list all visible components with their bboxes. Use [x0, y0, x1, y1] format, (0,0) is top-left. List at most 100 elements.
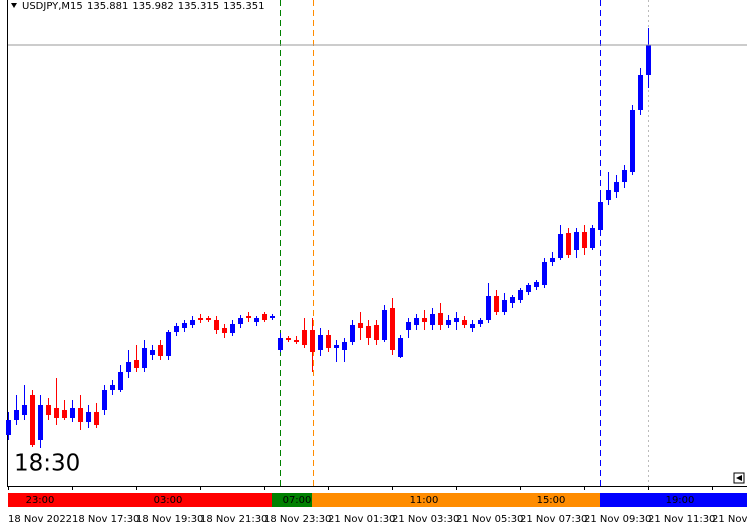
candle-body: [646, 45, 651, 75]
candle-body: [566, 233, 571, 255]
session-segment: [8, 493, 272, 507]
candle-body: [150, 350, 155, 355]
ohlc-readout: 135.881 135.982 135.315 135.351: [87, 1, 264, 12]
candle-body: [350, 325, 355, 342]
candle-body: [246, 316, 251, 318]
candle-body: [454, 318, 459, 322]
candle-body: [326, 335, 331, 348]
session-label: 19:00: [666, 495, 695, 506]
candle-body: [390, 308, 395, 350]
candle-body: [166, 332, 171, 356]
candle-body: [30, 395, 35, 445]
candle-body: [286, 338, 291, 340]
candle-body: [86, 412, 91, 422]
x-tick-label: 21 Nov 11:30: [648, 514, 715, 525]
candle-body: [294, 340, 299, 342]
candle-body: [334, 345, 339, 348]
candle-body: [6, 420, 11, 435]
x-tick-label: 21 Nov 01:30: [328, 514, 395, 525]
session-segment: [272, 493, 312, 507]
ohlc-value: 135.982: [132, 1, 173, 12]
x-tick-label: 18 Nov 17:30: [72, 514, 139, 525]
candle-body: [14, 410, 19, 420]
x-tick-label: 21 Nov 03:30: [392, 514, 459, 525]
candle-body: [430, 314, 435, 325]
candle-body: [94, 412, 99, 425]
candle-body: [622, 170, 627, 182]
candle-body: [174, 326, 179, 332]
candle-body: [158, 345, 163, 356]
candle-body: [110, 385, 115, 390]
candle-body: [318, 335, 323, 350]
candle-body: [590, 228, 595, 248]
candle-body: [558, 234, 563, 258]
candle-body: [510, 297, 515, 303]
candle-body: [222, 328, 227, 333]
candle-body: [598, 202, 603, 230]
candle-body: [310, 330, 315, 352]
x-tick-label: 21 Nov 09:30: [584, 514, 651, 525]
ohlc-value: 135.351: [223, 1, 264, 12]
candle-body: [238, 318, 243, 324]
candle-body: [182, 323, 187, 328]
candle-body: [366, 326, 371, 338]
candle-body: [142, 348, 147, 368]
ohlc-value: 135.881: [87, 1, 128, 12]
candle-body: [374, 325, 379, 340]
candle-body: [126, 362, 131, 372]
candle-body: [382, 310, 387, 340]
session-segment: [312, 493, 600, 507]
x-tick-label: 21 Nov 13:30: [712, 514, 747, 525]
candle-body: [302, 330, 307, 345]
candle-body: [198, 318, 203, 320]
candle-body: [54, 408, 59, 418]
candle-body: [486, 296, 491, 320]
candle-body: [406, 322, 411, 330]
candle-body: [478, 320, 483, 324]
session-segment: [600, 493, 747, 507]
candle-body: [358, 323, 363, 328]
candle-body: [526, 285, 531, 292]
symbol: USDJPY,M15: [22, 1, 83, 12]
scroll-arrow: [736, 475, 742, 481]
candle-body: [206, 318, 211, 320]
candle-body: [614, 182, 619, 192]
candle-body: [270, 316, 275, 318]
candle-body: [470, 324, 475, 328]
candle-body: [398, 338, 403, 357]
candle-body: [438, 313, 443, 325]
candle-body: [134, 360, 139, 368]
candle-body: [190, 320, 195, 325]
candle-body: [462, 320, 467, 325]
x-tick-label: 18 Nov 19:30: [136, 514, 203, 525]
candle-body: [118, 372, 123, 390]
candle-body: [606, 190, 611, 200]
candle-body: [638, 75, 643, 110]
candle-body: [534, 282, 539, 287]
session-label: 11:00: [410, 495, 439, 506]
candle-body: [102, 390, 107, 410]
candle-body: [550, 258, 555, 262]
candle-body: [278, 338, 283, 350]
candle-body: [38, 405, 43, 440]
candle-body: [518, 290, 523, 300]
candle-body: [414, 318, 419, 325]
x-tick-label: 18 Nov 2022: [8, 514, 72, 525]
session-label: 07:00: [283, 495, 312, 506]
candle-body: [542, 262, 547, 285]
candle-body: [342, 342, 347, 350]
candle-body: [22, 405, 27, 415]
ohlc-value: 135.315: [178, 1, 219, 12]
x-tick-label: 21 Nov 05:30: [456, 514, 523, 525]
symbol-icon: [11, 3, 17, 8]
x-tick-label: 18 Nov 23:30: [264, 514, 331, 525]
candle-body: [78, 408, 83, 422]
candle-body: [70, 408, 75, 418]
candle-body: [582, 232, 587, 248]
candle-body: [62, 410, 67, 418]
session-label: 15:00: [537, 495, 566, 506]
candle-body: [254, 318, 259, 322]
candle-body: [214, 320, 219, 330]
